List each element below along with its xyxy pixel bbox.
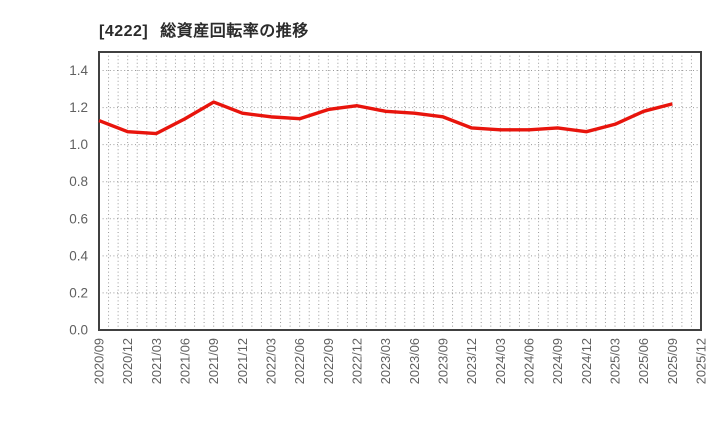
svg-text:2021/03: 2021/03 [149,338,164,384]
svg-text:2025/03: 2025/03 [608,338,623,384]
series-line [98,100,673,136]
svg-text:2022/09: 2022/09 [321,338,336,384]
plot-border [98,51,702,331]
svg-text:2024/06: 2024/06 [522,338,537,384]
svg-text:2020/12: 2020/12 [120,338,135,384]
svg-text:2023/09: 2023/09 [436,338,451,384]
grid-layer [98,52,702,330]
svg-text:0.8: 0.8 [69,174,88,189]
svg-text:2024/09: 2024/09 [550,338,565,384]
svg-text:0.0: 0.0 [69,323,88,338]
svg-text:2021/12: 2021/12 [235,338,250,384]
svg-text:2021/06: 2021/06 [178,338,193,384]
svg-text:2022/03: 2022/03 [264,338,279,384]
svg-text:2023/03: 2023/03 [378,338,393,384]
x-axis-labels: 2020/09 2020/12 2021/03 2021/06 2021/09 2021/… [92,338,709,384]
svg-text:2025/06: 2025/06 [636,338,651,384]
svg-text:2023/12: 2023/12 [464,338,479,384]
chart-title-text: 総資産回転率の推移 [160,23,309,40]
svg-text:1.4: 1.4 [69,63,88,78]
svg-text:2021/09: 2021/09 [206,338,221,384]
y-axis-labels: 0.0 0.2 0.4 0.6 0.8 1.0 1.2 1.4 [69,63,88,337]
svg-text:1.0: 1.0 [69,137,88,152]
svg-text:2024/12: 2024/12 [579,338,594,384]
svg-text:0.6: 0.6 [69,211,88,226]
chart-title: [4222] 総資産回転率の推移 [99,17,309,41]
svg-text:2025/12: 2025/12 [694,338,709,384]
svg-text:2025/09: 2025/09 [665,338,680,384]
svg-text:2022/06: 2022/06 [292,338,307,384]
ticker-code: [4222] [99,23,149,40]
svg-text:2023/06: 2023/06 [407,338,422,384]
svg-text:0.4: 0.4 [69,248,88,263]
svg-text:2024/03: 2024/03 [493,338,508,384]
svg-text:2022/12: 2022/12 [350,338,365,384]
svg-text:0.2: 0.2 [69,285,88,300]
svg-text:1.2: 1.2 [69,100,88,115]
svg-text:2020/09: 2020/09 [92,338,107,384]
